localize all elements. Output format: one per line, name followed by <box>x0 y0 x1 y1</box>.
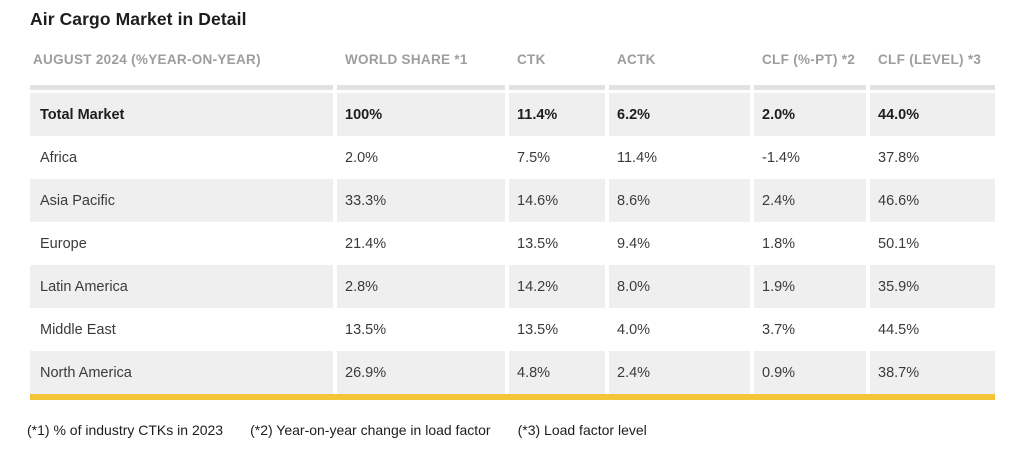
row-label: Africa <box>40 149 78 166</box>
row-value-actk: 2.4% <box>605 351 750 394</box>
row-label: Europe <box>40 235 87 252</box>
row-value-actk: 8.6% <box>605 179 750 222</box>
column-header: ACTK <box>605 44 750 85</box>
accent-bar <box>30 394 995 400</box>
row-value-actk: 11.4% <box>605 136 750 179</box>
footnote-item: (*1) % of industry CTKs in 2023 <box>27 422 224 438</box>
table-header-row: AUGUST 2024 (%YEAR-ON-YEAR) WORLD SHARE *… <box>30 44 995 85</box>
row-value-actk: 6.2% <box>605 93 750 136</box>
table-row: Africa 2.0% 7.5% 11.4% -1.4% 37.8% <box>30 136 995 179</box>
divider-segment <box>333 85 505 93</box>
row-value-clf_level: 44.5% <box>866 308 995 351</box>
column-header: CTK <box>505 44 605 85</box>
table-row: Latin America 2.8% 14.2% 8.0% 1.9% 35.9% <box>30 265 995 308</box>
row-value-world_share: 100% <box>333 93 505 136</box>
row-value-actk: 9.4% <box>605 222 750 265</box>
page-title: Air Cargo Market in Detail <box>30 9 247 29</box>
row-value-ctk: 4.8% <box>505 351 605 394</box>
footnotes: (*1) % of industry CTKs in 2023 (*2) Year… <box>27 422 647 438</box>
air-cargo-table-container: AUGUST 2024 (%YEAR-ON-YEAR) WORLD SHARE *… <box>30 44 995 400</box>
row-value-ctk: 13.5% <box>505 308 605 351</box>
row-value-clf_level: 46.6% <box>866 179 995 222</box>
row-value-clf_pt: 2.4% <box>750 179 866 222</box>
table-row: North America 26.9% 4.8% 2.4% 0.9% 38.7% <box>30 351 995 394</box>
row-value-world_share: 13.5% <box>333 308 505 351</box>
row-value-clf_level: 38.7% <box>866 351 995 394</box>
footnote-item: (*2) Year-on-year change in load factor <box>250 422 491 438</box>
air-cargo-table: AUGUST 2024 (%YEAR-ON-YEAR) WORLD SHARE *… <box>30 44 995 394</box>
row-value-ctk: 11.4% <box>505 93 605 136</box>
row-value-world_share: 2.0% <box>333 136 505 179</box>
table-row: Middle East 13.5% 13.5% 4.0% 3.7% 44.5% <box>30 308 995 351</box>
row-value-ctk: 14.6% <box>505 179 605 222</box>
table-row: Total Market 100% 11.4% 6.2% 2.0% 44.0% <box>30 93 995 136</box>
row-value-actk: 8.0% <box>605 265 750 308</box>
row-value-actk: 4.0% <box>605 308 750 351</box>
footnote-item: (*3) Load factor level <box>517 422 647 438</box>
divider-segment <box>866 85 995 93</box>
column-header: AUGUST 2024 (%YEAR-ON-YEAR) <box>33 52 261 67</box>
column-header: WORLD SHARE *1 <box>333 44 505 85</box>
row-value-clf_pt: 0.9% <box>750 351 866 394</box>
row-value-world_share: 26.9% <box>333 351 505 394</box>
row-label: Latin America <box>30 265 333 308</box>
divider-segment <box>30 85 333 93</box>
divider-segment <box>505 85 605 93</box>
row-value-ctk: 13.5% <box>505 222 605 265</box>
row-value-world_share: 21.4% <box>333 222 505 265</box>
table-row: Asia Pacific 33.3% 14.6% 8.6% 2.4% 46.6% <box>30 179 995 222</box>
row-value-clf_level: 44.0% <box>866 93 995 136</box>
table-row: Europe 21.4% 13.5% 9.4% 1.8% 50.1% <box>30 222 995 265</box>
row-value-ctk: 7.5% <box>505 136 605 179</box>
row-value-clf_pt: 3.7% <box>750 308 866 351</box>
row-value-clf_level: 35.9% <box>866 265 995 308</box>
row-label: Asia Pacific <box>30 179 333 222</box>
row-label: Middle East <box>40 321 116 338</box>
column-header: CLF (LEVEL) *3 <box>866 44 995 85</box>
column-header: CLF (%-PT) *2 <box>750 44 866 85</box>
divider-segment <box>750 85 866 93</box>
row-value-clf_pt: 2.0% <box>750 93 866 136</box>
row-label: North America <box>30 351 333 394</box>
divider-segment <box>605 85 750 93</box>
table-top-divider <box>30 85 995 93</box>
row-value-world_share: 2.8% <box>333 265 505 308</box>
row-value-clf_level: 50.1% <box>866 222 995 265</box>
row-value-ctk: 14.2% <box>505 265 605 308</box>
row-value-clf_level: 37.8% <box>866 136 995 179</box>
row-label: Total Market <box>30 93 333 136</box>
row-value-clf_pt: 1.9% <box>750 265 866 308</box>
row-value-clf_pt: -1.4% <box>750 136 866 179</box>
row-value-clf_pt: 1.8% <box>750 222 866 265</box>
row-value-world_share: 33.3% <box>333 179 505 222</box>
